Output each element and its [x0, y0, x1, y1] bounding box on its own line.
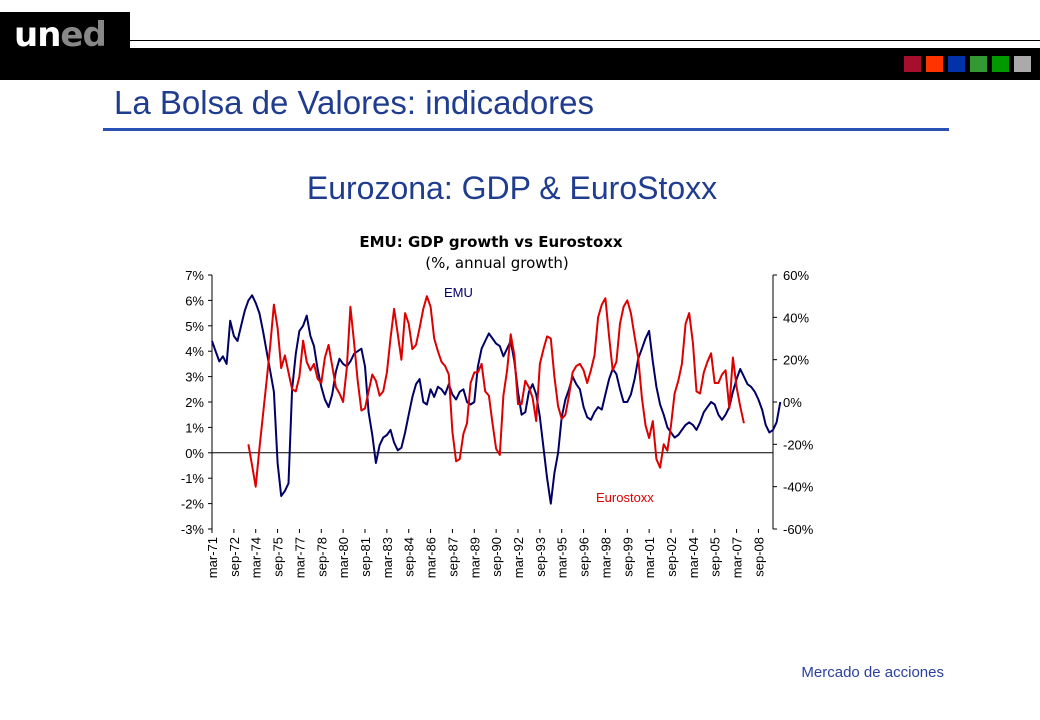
x-tick-label: mar-83 [380, 537, 395, 578]
x-tick-label: sep-93 [533, 537, 548, 577]
y-left-tick-label: 2% [185, 395, 204, 410]
x-tick-label: sep-08 [751, 537, 766, 577]
color-square-6 [1014, 56, 1031, 72]
series-line-eurostoxx [247, 295, 745, 488]
y-left-tick-label: 4% [185, 344, 204, 359]
x-tick-label: mar-95 [555, 537, 570, 578]
x-tick-label: sep-75 [271, 537, 286, 577]
logo-wordmark: uned [14, 15, 107, 55]
y-left-tick-label: 0% [185, 446, 204, 461]
x-tick-label: sep-87 [445, 537, 460, 577]
slide-title: La Bolsa de Valores: indicadores [114, 84, 595, 121]
color-squares [904, 56, 1031, 72]
chart-subtitle: (%, annual growth) [425, 254, 569, 272]
title-underline [103, 128, 949, 131]
y-left-tick-label: 6% [185, 293, 204, 308]
x-tick-label: mar-01 [642, 537, 657, 578]
y-left-tick-label: 5% [185, 319, 204, 334]
color-square-5 [992, 56, 1009, 72]
x-tick-label: sep-02 [664, 537, 679, 577]
y-right-tick-label: -60% [783, 522, 814, 537]
chart-title: EMU: GDP growth vs Eurostoxx [359, 233, 623, 251]
header-thin-rule [130, 40, 1040, 41]
x-tick-label: mar-07 [730, 537, 745, 578]
x-tick-label: sep-90 [489, 537, 504, 577]
x-tick-label: sep-72 [227, 537, 242, 577]
y-left-tick-label: 7% [185, 268, 204, 283]
x-tick-label: sep-84 [402, 537, 417, 577]
y-left-tick-label: -1% [181, 471, 205, 486]
x-tick-label: sep-96 [577, 537, 592, 577]
y-left-tick-label: 3% [185, 370, 204, 385]
x-tick-label: sep-78 [314, 537, 329, 577]
x-tick-label: mar-89 [467, 537, 482, 578]
y-right-tick-label: 60% [783, 268, 809, 283]
x-tick-label: mar-77 [292, 537, 307, 578]
x-tick-label: mar-80 [336, 537, 351, 578]
color-square-1 [904, 56, 921, 72]
y-right-tick-label: 40% [783, 310, 809, 325]
uned-logo: uned [0, 12, 130, 52]
x-tick-label: mar-71 [205, 537, 220, 578]
x-tick-label: mar-04 [686, 537, 701, 578]
color-square-4 [970, 56, 987, 72]
y-right-tick-label: 0% [783, 395, 802, 410]
x-tick-label: mar-74 [249, 537, 264, 578]
header-black-bar [0, 48, 1040, 80]
y-left-tick-label: -2% [181, 497, 205, 512]
x-tick-label: sep-81 [358, 537, 373, 577]
series-label-emu: EMU [444, 285, 473, 300]
x-tick-label: mar-98 [598, 537, 613, 578]
series-label-eurostoxx: Eurostoxx [596, 490, 654, 505]
color-square-3 [948, 56, 965, 72]
y-right-tick-label: -40% [783, 480, 814, 495]
x-tick-label: mar-92 [511, 537, 526, 578]
x-tick-label: sep-05 [708, 537, 723, 577]
slide-subtitle: Eurozona: GDP & EuroStoxx [306, 170, 718, 206]
y-left-tick-label: -3% [181, 522, 205, 537]
series-line-emu [211, 294, 782, 505]
x-tick-label: sep-99 [620, 537, 635, 577]
color-square-2 [926, 56, 943, 72]
footer-text: Mercado de acciones [801, 664, 944, 681]
y-right-tick-label: -20% [783, 437, 814, 452]
y-left-tick-label: 1% [185, 420, 204, 435]
x-tick-label: mar-86 [424, 537, 439, 578]
y-right-tick-label: 20% [783, 353, 809, 368]
